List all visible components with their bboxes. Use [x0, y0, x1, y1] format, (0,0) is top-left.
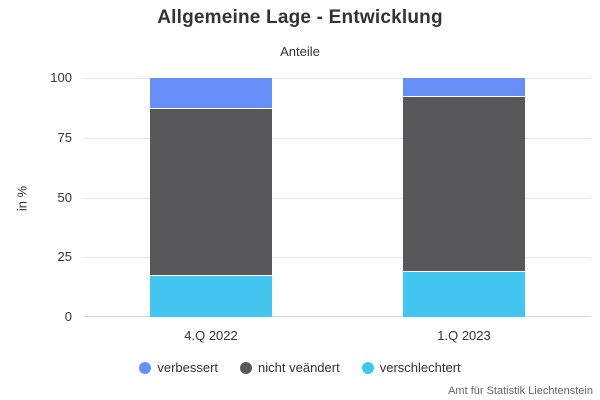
- y-gridline: [84, 78, 591, 79]
- plot-area: [84, 78, 591, 317]
- bar-segment-verschlechtert[interactable]: [403, 271, 525, 317]
- y-axis-tick-label: 0: [64, 309, 72, 324]
- legend-label: nicht veändert: [258, 360, 340, 375]
- x-axis-category-label: 4.Q 2022: [184, 328, 238, 343]
- y-axis-tick-label: 100: [50, 70, 72, 85]
- legend-marker-icon: [240, 361, 253, 374]
- legend-label: verbessert: [157, 360, 219, 375]
- legend-marker-icon: [361, 361, 374, 374]
- chart-title: Allgemeine Lage - Entwicklung: [157, 7, 443, 28]
- legend-label: verschlechtert: [379, 360, 461, 375]
- legend-item-verbessert[interactable]: verbessert: [139, 360, 218, 375]
- bar-segment-verbessert[interactable]: [150, 78, 272, 110]
- y-gridline: [84, 137, 591, 139]
- legend: verbessert nicht veändert verschlechtert: [0, 360, 600, 375]
- y-gridline: [84, 257, 591, 259]
- bar-segment-nicht-ve-ndert[interactable]: [403, 97, 525, 272]
- source-credit: Amt für Statistik Liechtenstein: [448, 385, 593, 397]
- bar-segment-verschlechtert[interactable]: [150, 276, 272, 317]
- stacked-bar-1-q-2023: [403, 78, 525, 317]
- legend-item-verschlechtert[interactable]: verschlechtert: [361, 360, 461, 375]
- x-axis-line: [84, 316, 591, 317]
- y-axis-tick-label: 75: [57, 129, 72, 145]
- legend-item-nicht-ve-ndert[interactable]: nicht veändert: [240, 360, 340, 375]
- y-axis-tick-label: 50: [57, 189, 72, 205]
- stacked-bar-4-q-2022: [150, 78, 272, 317]
- bar-segment-verbessert[interactable]: [403, 78, 525, 98]
- x-axis-category-label: 1.Q 2023: [437, 328, 491, 343]
- y-gridline: [84, 197, 591, 199]
- chart-subtitle: Anteile: [280, 44, 320, 59]
- bar-segment-nicht-ve-ndert[interactable]: [150, 109, 272, 277]
- legend-marker-icon: [139, 361, 152, 374]
- y-axis-tick-label: 25: [57, 249, 72, 265]
